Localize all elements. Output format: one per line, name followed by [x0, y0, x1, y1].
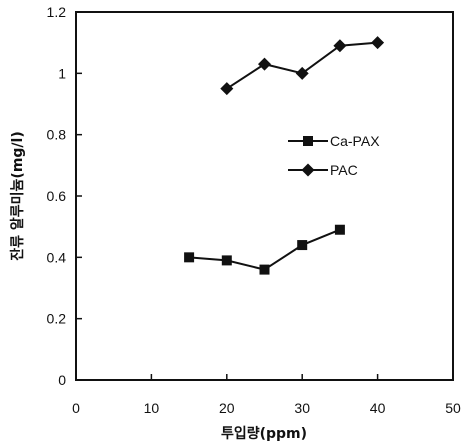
y-tick-label: 0.2 [47, 311, 67, 327]
x-tick-label: 20 [219, 400, 235, 416]
x-tick-label: 0 [72, 400, 80, 416]
legend: Ca-PAX PAC [288, 133, 380, 178]
data-point [297, 240, 308, 251]
series-pac [220, 36, 385, 96]
legend-entry: PAC [288, 162, 358, 178]
data-point [371, 36, 385, 50]
series-ca-pax [184, 224, 345, 275]
x-axis-ticks: 0 10 20 30 40 50 [72, 374, 461, 416]
data-point [333, 39, 347, 53]
x-axis-title: 투입량(ppm) [221, 426, 307, 442]
y-tick-label: 0.6 [47, 188, 67, 204]
legend-label: PAC [330, 162, 358, 178]
legend-entry: Ca-PAX [288, 133, 380, 149]
y-tick-label: 1.2 [47, 4, 67, 20]
series-layer [184, 36, 385, 275]
series-line [226, 41, 378, 90]
legend-label: Ca-PAX [330, 133, 380, 149]
legend-marker [303, 136, 313, 146]
legend-marker [301, 163, 315, 177]
x-tick-label: 40 [370, 400, 386, 416]
y-axis-ticks: 0 0.2 0.4 0.6 0.8 1 1.2 [47, 4, 82, 388]
data-point [221, 255, 232, 266]
x-tick-label: 50 [445, 400, 461, 416]
data-point [334, 224, 345, 235]
y-tick-label: 0.8 [47, 127, 67, 143]
y-tick-label: 0 [58, 372, 66, 388]
data-point [259, 264, 270, 275]
data-point [220, 82, 234, 96]
y-axis-title: 잔류 알루미늄(mg/l) [9, 131, 26, 260]
x-tick-label: 10 [144, 400, 160, 416]
y-tick-label: 1 [58, 65, 66, 81]
data-point [295, 66, 309, 80]
series-line [189, 228, 341, 271]
y-tick-label: 0.4 [47, 249, 67, 265]
data-point [258, 57, 271, 71]
data-point [184, 252, 195, 263]
x-tick-label: 30 [294, 400, 310, 416]
